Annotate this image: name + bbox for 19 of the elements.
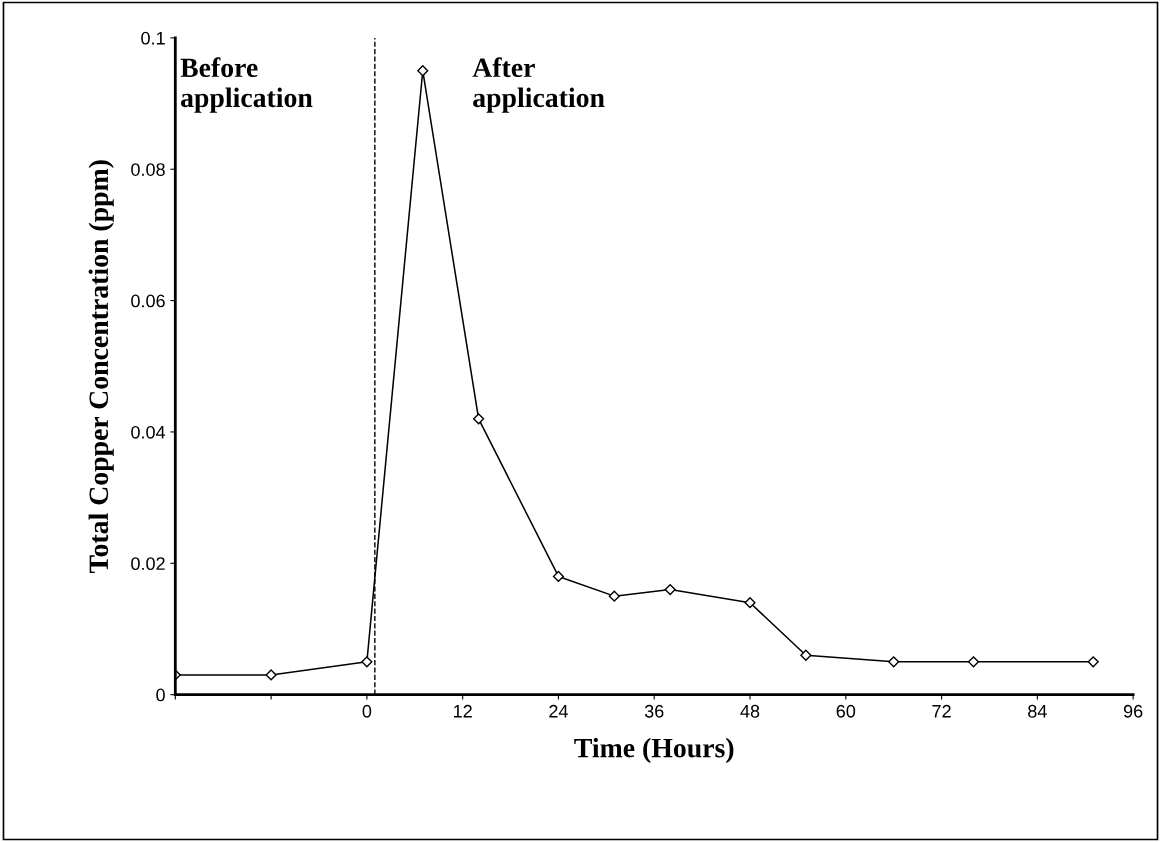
y-tick-label: 0.1 <box>141 31 165 45</box>
x-tick-label: 36 <box>644 704 664 718</box>
x-tick-label: 84 <box>1028 704 1047 718</box>
annotation: Before application <box>180 57 313 113</box>
x-tick-label: 96 <box>1123 704 1143 718</box>
x-tick-label: 0 <box>362 704 372 718</box>
y-tick-label: 0.02 <box>131 557 165 571</box>
y-tick-label: 0.08 <box>131 163 165 176</box>
x-tick-label: 48 <box>740 704 760 718</box>
y-axis-title: Total Copper Concentration (ppm) <box>88 160 114 574</box>
x-tick-label: 72 <box>932 704 951 718</box>
x-tick-label: 12 <box>453 704 472 718</box>
x-tick-label: 60 <box>836 704 856 718</box>
y-tick-label: 0.04 <box>131 425 166 439</box>
x-tick-label: 24 <box>549 704 568 718</box>
y-tick-label: 0 <box>156 688 165 702</box>
y-tick-label: 0.06 <box>131 294 165 308</box>
x-axis-title: Time (Hours) <box>574 737 734 764</box>
annotation: After application <box>472 57 605 113</box>
